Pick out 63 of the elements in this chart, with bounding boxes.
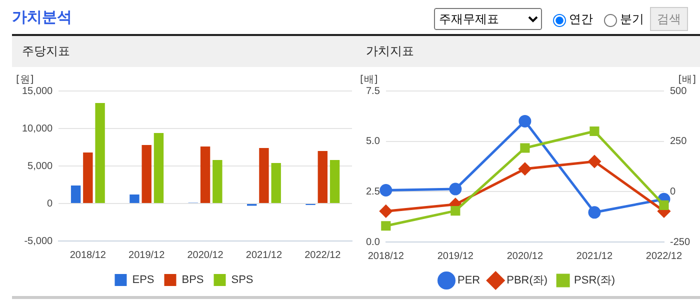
- x-tick-label: 2022/12: [304, 250, 342, 261]
- legend-label: EPS: [132, 274, 154, 286]
- point: [588, 206, 601, 219]
- y-tick-label: 5.0: [366, 136, 380, 148]
- bar: [154, 133, 164, 203]
- bar: [330, 160, 340, 203]
- bar: [318, 151, 328, 203]
- x-tick-label: 2019/12: [128, 250, 166, 261]
- point: [520, 143, 530, 153]
- point: [659, 200, 669, 210]
- bar: [142, 145, 152, 203]
- legend-label: PSR(좌): [574, 274, 616, 287]
- y-tick-label: 10,000: [22, 123, 54, 134]
- bar: [212, 160, 222, 203]
- point: [380, 204, 392, 218]
- y-axis-title: [원]: [16, 74, 34, 86]
- chart-title: 주당지표: [12, 34, 356, 67]
- point: [588, 155, 601, 168]
- text: 검색: [650, 7, 688, 31]
- x-tick-label: 2020/12: [187, 250, 224, 261]
- y-tick-label: -5,000: [24, 236, 54, 247]
- bar: [130, 194, 140, 203]
- y-tick-label: 7.5: [366, 86, 380, 97]
- bar: [200, 146, 210, 203]
- y-tick-label: 0.0: [366, 236, 380, 248]
- y-tick-label: 15,000: [22, 86, 54, 97]
- bar: [271, 163, 281, 203]
- point: [590, 126, 600, 136]
- bar: [259, 148, 269, 203]
- x-tick-label: 2022/12: [646, 250, 682, 262]
- point: [449, 182, 462, 196]
- x-tick-label: 2018/12: [70, 250, 106, 261]
- y-tick-label: 0: [47, 198, 54, 210]
- point: [518, 162, 532, 176]
- y2-tick-label: 0: [670, 186, 676, 198]
- legend-label: SPS: [231, 274, 254, 286]
- legend-label: PBR(좌): [506, 274, 548, 287]
- x-tick-label: 2019/12: [437, 250, 474, 262]
- y-tick-label: 5,000: [28, 160, 54, 172]
- x-tick-label: 2021/12: [576, 250, 613, 262]
- point: [518, 114, 532, 128]
- x-tick-label: 2020/12: [506, 250, 544, 262]
- bar: [95, 103, 105, 203]
- text: 주재무제표: [434, 8, 542, 30]
- y2-axis-title: [배]: [678, 74, 696, 86]
- legend-label: BPS: [182, 274, 204, 286]
- y2-tick-label: -250: [670, 236, 690, 248]
- y-axis-title: [배]: [360, 74, 378, 86]
- text: 가치분석: [12, 8, 72, 27]
- y2-tick-label: 250: [670, 136, 688, 148]
- bar: [70, 186, 81, 203]
- point: [450, 206, 460, 216]
- text: 분기: [619, 10, 644, 28]
- y2-tick-label: 500: [670, 86, 688, 97]
- bar: [83, 152, 93, 203]
- legend-label: PER: [457, 274, 480, 287]
- x-tick-label: 2021/12: [246, 250, 282, 261]
- y-tick-label: 2.5: [366, 186, 380, 198]
- x-tick-label: 2018/12: [368, 250, 404, 262]
- text: 연간: [568, 10, 593, 28]
- chart-title: 가치지표: [356, 34, 700, 67]
- point: [380, 184, 392, 197]
- point: [381, 221, 391, 231]
